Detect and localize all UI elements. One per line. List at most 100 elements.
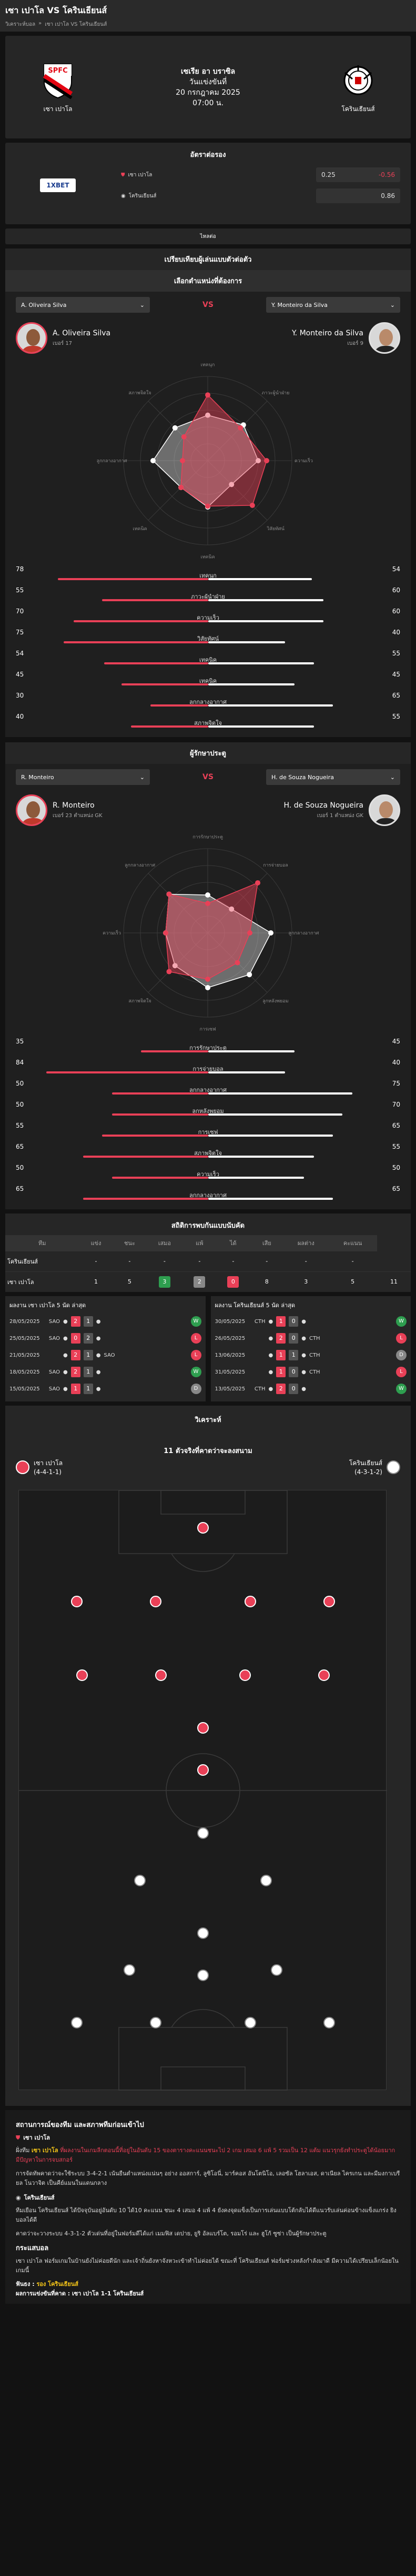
stat-track <box>16 1135 400 1137</box>
home-paragraph: ฝั่งทีม เซา เปาโล ที่ผลงานในเกมลีกตอนนี้… <box>16 2146 400 2165</box>
compare-heading: เปรียบเทียบผู้เล่นแบบตัวต่อตัว <box>5 248 411 270</box>
player-name: A. Oliveira Silva <box>53 329 111 337</box>
stat-row: 35 การรักษาประตู 45 <box>16 1036 400 1057</box>
player-dot <box>124 1964 135 1976</box>
stat-left-value: 50 <box>16 1080 24 1087</box>
radar-point <box>180 458 185 463</box>
stat-row: 50 ความเร็ว 50 <box>16 1162 400 1183</box>
stat-row: 65 ลูกกลางอากาศ 65 <box>16 1183 400 1204</box>
radar-svg: เทคนุกภาวะผู้นำฝ่ายความเร็ววิสัยทัศน์เทค… <box>97 363 313 560</box>
match-round: วันแข่งขันที่ <box>189 77 227 86</box>
stat-left-value: 40 <box>16 713 24 720</box>
left-player-select[interactable]: A. Oliveira Silva ⌄ <box>16 297 150 313</box>
radar-point <box>172 963 178 969</box>
away-team-name: โครินเธียนส์ <box>341 105 375 113</box>
form-team-2: CTH <box>309 1369 320 1375</box>
radar-point <box>205 977 210 982</box>
radar-point <box>172 425 178 431</box>
stat-label: ลูกหลังพยอม <box>192 1108 224 1115</box>
prediction-value: รอง โครินเธียนส์ <box>36 2281 79 2287</box>
summary-paragraph: เซา เปาโล ฟอร์มเกมในบ้านยังไม่ค่อยดีนัก … <box>16 2257 399 2274</box>
lineup-team: โครินเธียนส์ <box>349 1459 382 1467</box>
stat-left-bar <box>83 1156 208 1158</box>
team-crest-icon: ● <box>63 1335 68 1341</box>
away-team-row: ◉ โครินเธียนส์ <box>16 2193 400 2203</box>
breadcrumb-home[interactable]: วิเคราะห์บอล <box>5 22 36 27</box>
form-team-2: CTH <box>309 1352 320 1358</box>
form-result: D <box>190 1384 201 1394</box>
stat-track <box>16 1050 400 1052</box>
form-team-1: CTH <box>254 1386 266 1392</box>
prediction: ฟันธง : รอง โครินเธียนส์ <box>16 2280 400 2289</box>
forward-selectors: A. Oliveira Silva ⌄ VS Y. Monteiro da Sil… <box>5 292 411 318</box>
form-score-2: 1 <box>83 1350 93 1360</box>
away-lineup-paragraph: คาดว่าจะวางระบบ 4-3-1-2 ตัวเด่นที่อยู่ใน… <box>16 2230 327 2237</box>
stat-track <box>16 1198 400 1200</box>
form-score-2: 1 <box>83 1384 93 1394</box>
h2h-value: 3 <box>304 1278 308 1285</box>
team-crest-icon: ● <box>63 1386 68 1392</box>
team-crest-icon: ● <box>301 1352 306 1358</box>
form-score-2: 0 <box>289 1367 299 1377</box>
stat-left-bar <box>58 578 208 580</box>
h2h-value: 5 <box>351 1278 355 1285</box>
odds-footer[interactable]: ไหลต่อ <box>5 228 411 244</box>
home-form: ผลงาน เซา เปาโล 5 นัด ล่าสุด 28/05/2025 S… <box>5 1296 206 1401</box>
odds-value-box[interactable]: 0.86 <box>316 188 400 203</box>
player-dot <box>197 1522 209 1534</box>
stat-right-bar <box>208 704 333 707</box>
player-avatar <box>16 794 47 826</box>
radar-point <box>150 458 156 463</box>
radar-point <box>247 930 252 936</box>
breadcrumb-separator: » <box>38 21 42 26</box>
stat-track <box>16 1092 400 1095</box>
form-heading: ผลงาน โครินเธียนส์ 5 นัด ล่าสุด <box>215 1302 296 1309</box>
form-row: 31/05/2025 ● 1 0 ● CTH L <box>215 1364 407 1380</box>
left-gk-select[interactable]: R. Monteiro ⌄ <box>16 769 150 785</box>
right-gk-select[interactable]: H. de Souza Nogueira ⌄ <box>266 769 400 785</box>
form-score-1: 1 <box>276 1367 286 1377</box>
h2h-cell: 11 <box>377 1271 411 1292</box>
radar-axis-label: เทคนุก <box>201 363 215 368</box>
form-row: 28/05/2025 SAO ● 2 1 ● W <box>9 1313 201 1330</box>
radar-point <box>205 901 210 906</box>
lineup-heading: 11 ตัวจริงที่คาดว่าจะลงสนาม <box>164 1447 252 1455</box>
player-dot <box>155 1669 167 1681</box>
stat-label: ลูกกลางอากาศ <box>189 1192 227 1199</box>
player-dot <box>323 1596 335 1607</box>
stat-track <box>16 725 400 728</box>
stat-row: 55 ภาวะผู้นำฝ่าย 60 <box>16 584 400 605</box>
h2h-cell: 3 <box>283 1271 329 1292</box>
radar-axis <box>148 873 208 933</box>
stat-row: 40 สภาพจิตใจ 55 <box>16 711 400 732</box>
pitch <box>18 1490 387 2091</box>
odds-price: 0.86 <box>381 192 395 200</box>
form-row: 21/05/2025 ● 2 1 ● SAO L <box>9 1347 201 1364</box>
player-meta: เบอร์ 9 <box>347 340 363 346</box>
form-row: 30/05/2025 CTH ● 1 0 ● W <box>215 1313 407 1330</box>
player-dot <box>134 1875 146 1886</box>
radar-point <box>255 880 261 886</box>
home-team-name: เซา เปาโล <box>43 105 73 113</box>
bookmaker-logo[interactable]: 1XBET <box>5 178 110 192</box>
title-bar: เซา เปาโล VS โครินเธียนส์ วิเคราะห์บอล »… <box>0 0 416 32</box>
form-date: 15/05/2025 <box>9 1386 40 1392</box>
form-date: 30/05/2025 <box>215 1318 246 1325</box>
stat-row: 50 ลูกกลางอากาศ 75 <box>16 1078 400 1099</box>
stat-right-value: 40 <box>392 629 400 636</box>
right-player-select[interactable]: Y. Monteiro da Silva ⌄ <box>266 297 400 313</box>
h2h-value: - <box>128 1258 131 1265</box>
odds-value-box[interactable]: 0.25 -0.56 <box>316 167 400 182</box>
h2h-team: โครินเธียนส์ <box>5 1251 79 1272</box>
h2h-value: 11 <box>390 1278 398 1285</box>
h2h-value: 0 <box>227 1276 239 1288</box>
stat-right-bar <box>208 641 285 643</box>
forward-heading: เลือกตำแหน่งที่ต้องการ <box>5 270 411 292</box>
form-date: 26/05/2025 <box>215 1335 246 1341</box>
match-header: SPFC เซา เปาโล เซเรีย อา บราซิล วันแข่งข… <box>5 36 411 138</box>
team-crest-icon: ● <box>268 1335 273 1341</box>
text-span: ฝั่งทีม <box>16 2147 32 2154</box>
odds-heading: อัตราต่อรอง <box>190 151 226 159</box>
stat-row: 70 ความเร็ว 60 <box>16 605 400 626</box>
